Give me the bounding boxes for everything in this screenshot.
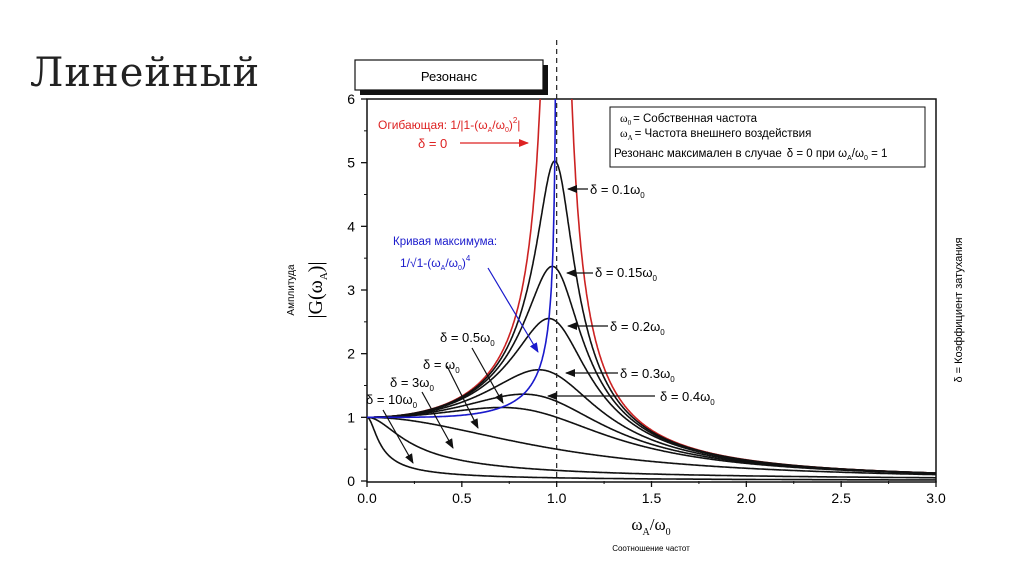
x-axis-caption: Соотношение частот — [612, 544, 690, 553]
damping-label: δ = 0.1ω0 — [590, 182, 645, 200]
damping-label: δ = 0.15ω0 — [595, 265, 658, 283]
x-tick-label: 1.5 — [642, 490, 662, 506]
x-tick-label: 2.0 — [737, 490, 757, 506]
series-line — [367, 160, 936, 474]
x-tick-label: 1.0 — [547, 490, 567, 506]
y-tick-label: 6 — [347, 91, 355, 107]
damping-arrow — [382, 409, 414, 464]
y-axis-label: |G(ωA)| — [305, 262, 330, 319]
max-curve-title: Кривая максимума: — [393, 236, 497, 248]
legend-omegaA: ωA = Частота внешнего воздействия — [620, 128, 811, 142]
damping-label: δ = 0.2ω0 — [610, 319, 665, 337]
delta-zero-label: δ = 0 — [418, 136, 447, 151]
x-axis-label: ωA/ω0 — [631, 515, 670, 538]
damping-label: δ = 3ω0 — [390, 375, 434, 393]
damping-label: δ = ω0 — [423, 357, 460, 375]
chart-title: Резонанс — [421, 69, 478, 84]
x-tick-label: 3.0 — [926, 490, 946, 506]
legend-omega0: ω0 = Собственная частота — [620, 113, 758, 127]
y-tick-label: 3 — [347, 282, 355, 298]
axis-ticks: 0.0 0.5 1.0 1.5 2.0 2.5 3.0 0 1 2 3 4 5 6 — [347, 91, 946, 506]
damping-label: δ = 0.4ω0 — [660, 389, 715, 407]
y-axis-caption: Амплитуда — [286, 264, 297, 316]
series-line — [367, 99, 557, 419]
y-tick-label: 2 — [347, 346, 355, 362]
slide-title: Линейный — [30, 50, 261, 96]
x-tick-label: 0.5 — [452, 490, 472, 506]
series-line — [367, 406, 936, 475]
chart-title-box: Резонанс — [354, 59, 548, 95]
damping-label: δ = 10ω0 — [366, 392, 418, 410]
series-line — [367, 416, 936, 476]
series-line — [367, 416, 936, 481]
damping-arrow — [471, 347, 504, 404]
damping-label: δ = 0.5ω0 — [440, 330, 495, 348]
y-tick-label: 0 — [347, 473, 355, 489]
max-curve-formula: 1/√1-(ωA/ω0)4 — [400, 254, 471, 272]
max-curve-arrow — [487, 267, 539, 353]
damping-arrow — [446, 365, 479, 429]
series-line — [367, 416, 936, 479]
y-tick-label: 1 — [347, 409, 355, 425]
envelope-label: Огибающая: 1/|1-(ωA/ω0)2| — [378, 116, 520, 134]
y-tick-label: 5 — [347, 155, 355, 171]
x-tick-label: 2.5 — [831, 490, 851, 506]
damping-label: δ = 0.3ω0 — [620, 366, 675, 384]
y-tick-label: 4 — [347, 218, 355, 234]
x-tick-label: 0.0 — [357, 490, 377, 506]
legend: ω0 = Собственная частота ωA = Частота внеш… — [609, 106, 926, 168]
damping-arrow — [421, 391, 454, 449]
damping-labels: δ = 0.1ω0 δ = 0.15ω0 δ = 0.2ω0 δ = 0.3ω0 δ =… — [366, 182, 715, 464]
damping-axis-label: δ = Коэффициент затухания — [953, 237, 965, 382]
legend-resonance-note: Резонанс максимален в случае δ = 0 при ωA… — [614, 148, 887, 162]
